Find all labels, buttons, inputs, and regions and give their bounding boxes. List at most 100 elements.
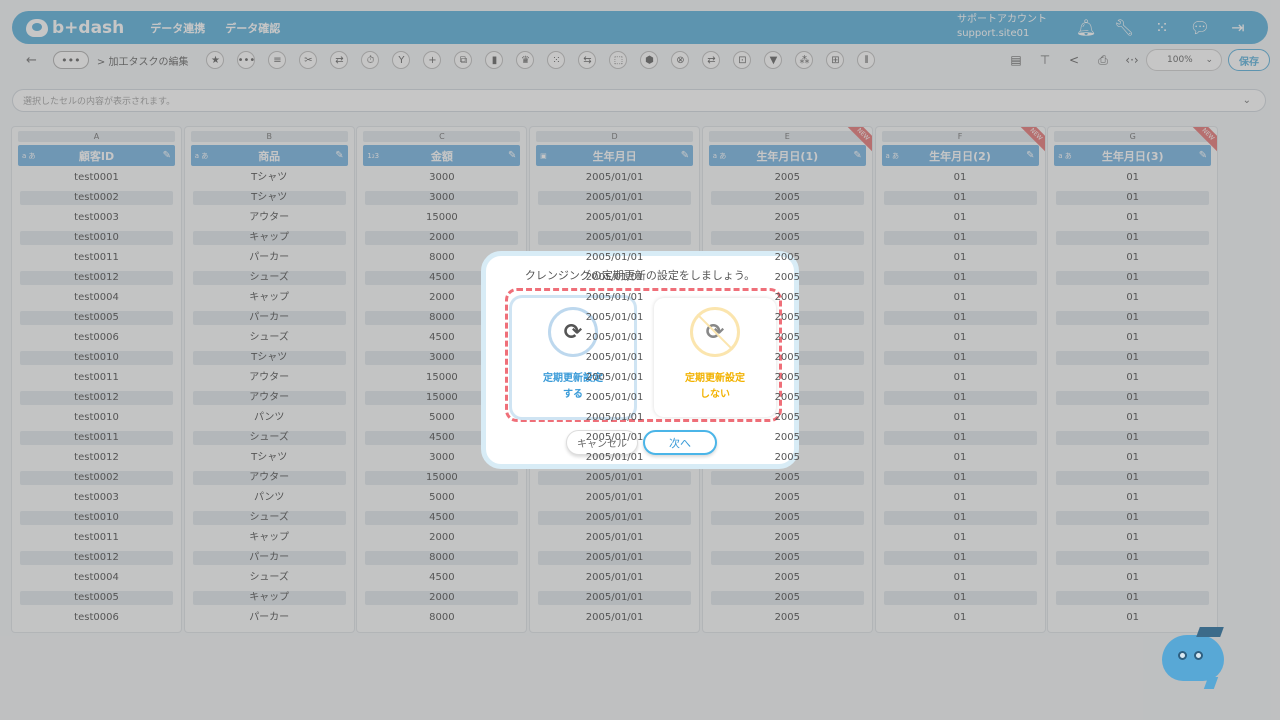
table-cell[interactable]: 2005/01/01 <box>530 249 699 269</box>
table-cell[interactable]: 01 <box>876 329 1045 349</box>
column-letter[interactable]: D <box>536 131 694 142</box>
table-cell[interactable]: 2005/01/01 <box>530 469 699 489</box>
pencil-icon[interactable]: ✎ <box>853 150 862 161</box>
option-schedule-on[interactable]: ⟳ 定期更新設定 する <box>512 298 634 417</box>
tool-icon-21[interactable]: ⫴ <box>857 51 876 69</box>
tool-icon-4[interactable]: ⇄ <box>330 51 349 69</box>
nav-data-check[interactable]: データ確認 <box>225 21 281 35</box>
tool-icon-9[interactable]: ▮ <box>485 51 504 69</box>
table-cell[interactable]: 2005 <box>703 329 872 349</box>
table-cell[interactable]: 2000 <box>357 289 526 309</box>
table-cell[interactable]: 2005/01/01 <box>530 289 699 309</box>
table-cell[interactable]: 01 <box>1048 209 1217 229</box>
table-cell[interactable]: 2005 <box>703 169 872 189</box>
table-cell[interactable]: 4500 <box>357 569 526 589</box>
table-cell[interactable]: test0003 <box>12 209 181 229</box>
pencil-icon[interactable]: ✎ <box>680 150 690 161</box>
table-cell[interactable]: 2005 <box>703 209 872 229</box>
table-cell[interactable]: アウター <box>185 389 354 409</box>
column-header[interactable]: a あ 顧客ID ✎ <box>18 145 175 166</box>
column-header[interactable]: a あ 生年月日(2) ✎ <box>881 145 1039 166</box>
chevron-down-icon[interactable]: ⌄ <box>1242 95 1251 106</box>
table-cell[interactable]: 01 <box>1048 569 1217 589</box>
table-cell[interactable]: 8000 <box>357 609 526 629</box>
table-cell[interactable]: 2005 <box>703 569 872 589</box>
table-cell[interactable]: test0005 <box>12 589 181 609</box>
table-cell[interactable]: 2000 <box>357 589 526 609</box>
table-cell[interactable]: シューズ <box>185 569 354 589</box>
table-cell[interactable]: 01 <box>1048 549 1217 569</box>
table-cell[interactable]: 01 <box>876 449 1045 469</box>
table-cell[interactable]: test0011 <box>12 249 181 269</box>
table-cell[interactable]: 01 <box>876 169 1045 189</box>
table-cell[interactable]: test0012 <box>12 449 181 469</box>
table-cell[interactable]: Tシャツ <box>185 189 354 209</box>
nav-data-link[interactable]: データ連携 <box>150 21 206 35</box>
table-cell[interactable]: Tシャツ <box>185 449 354 469</box>
table-cell[interactable]: 2005/01/01 <box>530 509 699 529</box>
table-cell[interactable]: 01 <box>1048 369 1217 389</box>
table-cell[interactable]: 01 <box>876 469 1045 489</box>
table-cell[interactable]: 2005/01/01 <box>530 609 699 629</box>
table-cell[interactable]: 01 <box>1048 249 1217 269</box>
table-cell[interactable]: パーカー <box>185 249 354 269</box>
table-cell[interactable]: 01 <box>876 509 1045 529</box>
cell-content-bar[interactable]: 選択したセルの内容が表示されます。 ⌄ <box>12 89 1266 112</box>
table-cell[interactable]: 5000 <box>357 409 526 429</box>
table-cell[interactable]: 8000 <box>357 309 526 329</box>
tool-icon-15[interactable]: ⊗ <box>671 51 690 69</box>
table-cell[interactable]: test0001 <box>12 169 181 189</box>
chat-icon[interactable]: 💬︎ <box>1189 17 1211 37</box>
table-cell[interactable]: 2005/01/01 <box>530 569 699 589</box>
tool-icon-12[interactable]: ⇆ <box>578 51 597 69</box>
table-cell[interactable]: 2005 <box>703 229 872 249</box>
tool-icon-8[interactable]: ⧉ <box>454 51 473 69</box>
table-cell[interactable]: 15000 <box>357 469 526 489</box>
table-cell[interactable]: test0010 <box>12 229 181 249</box>
table-cell[interactable]: シューズ <box>185 429 354 449</box>
table-cell[interactable]: シューズ <box>185 269 354 289</box>
table-cell[interactable]: 2005 <box>703 549 872 569</box>
next-button[interactable]: 次へ <box>643 430 717 455</box>
table-cell[interactable]: test0010 <box>12 509 181 529</box>
tool-icon-0[interactable]: ★ <box>206 51 225 69</box>
table-cell[interactable]: 3000 <box>357 189 526 209</box>
tool-icon-6[interactable]: Y <box>392 51 411 69</box>
table-cell[interactable]: test0011 <box>12 429 181 449</box>
tool-icon-14[interactable]: ⬢ <box>640 51 659 69</box>
table-cell[interactable]: 01 <box>876 349 1045 369</box>
tool-icon-20[interactable]: ⊞ <box>826 51 845 69</box>
table-cell[interactable]: 01 <box>876 409 1045 429</box>
table-cell[interactable]: 01 <box>1048 429 1217 449</box>
pencil-icon[interactable]: ✎ <box>162 150 171 161</box>
column-header[interactable]: ▣ 生年月日 ✎ <box>536 145 694 166</box>
table-cell[interactable]: パンツ <box>185 489 354 509</box>
table-cell[interactable]: 3000 <box>357 349 526 369</box>
table-cell[interactable]: 8000 <box>357 249 526 269</box>
table-cell[interactable]: 2005 <box>703 409 872 429</box>
column-letter[interactable]: C <box>363 131 521 142</box>
table-cell[interactable]: 01 <box>876 309 1045 329</box>
table-cell[interactable]: キャップ <box>185 589 354 609</box>
table-cell[interactable]: 2005 <box>703 249 872 269</box>
table-cell[interactable]: パーカー <box>185 309 354 329</box>
table-cell[interactable]: 2005/01/01 <box>530 209 699 229</box>
mascot-helper-icon[interactable] <box>1162 627 1226 689</box>
back-arrow-icon[interactable]: ← <box>26 52 37 68</box>
option-schedule-off[interactable]: ⟳ 定期更新設定 しない <box>654 298 776 417</box>
table-cell[interactable]: 2005/01/01 <box>530 169 699 189</box>
table-cell[interactable]: アウター <box>185 469 354 489</box>
more-button[interactable]: ••• <box>52 51 89 69</box>
tool-icon-19[interactable]: ⁂ <box>795 51 814 69</box>
table-cell[interactable]: 01 <box>876 549 1045 569</box>
right-tool-icon-1[interactable]: ⊤ <box>1039 52 1051 67</box>
column-header[interactable]: a あ 生年月日(3) ✎ <box>1054 145 1212 166</box>
table-cell[interactable]: test0011 <box>12 369 181 389</box>
table-cell[interactable]: 01 <box>1048 269 1217 289</box>
table-cell[interactable]: 2005 <box>703 609 872 629</box>
tool-icon-10[interactable]: ♛ <box>516 51 535 69</box>
right-tool-icon-0[interactable]: ▤ <box>1010 52 1022 67</box>
tool-icon-16[interactable]: ⇄ <box>702 51 721 69</box>
table-cell[interactable]: test0005 <box>12 309 181 329</box>
table-cell[interactable]: 2005/01/01 <box>530 329 699 349</box>
